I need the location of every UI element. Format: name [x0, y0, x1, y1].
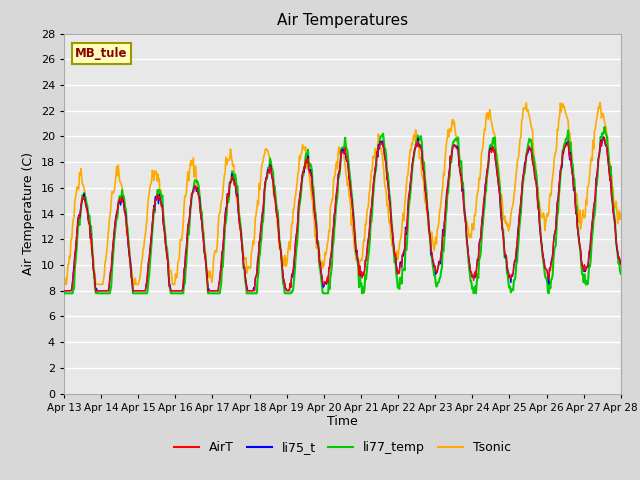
- X-axis label: Time: Time: [327, 415, 358, 429]
- Y-axis label: Air Temperature (C): Air Temperature (C): [22, 152, 35, 275]
- Text: MB_tule: MB_tule: [75, 47, 127, 60]
- Legend: AirT, li75_t, li77_temp, Tsonic: AirT, li75_t, li77_temp, Tsonic: [169, 436, 516, 459]
- Title: Air Temperatures: Air Temperatures: [277, 13, 408, 28]
